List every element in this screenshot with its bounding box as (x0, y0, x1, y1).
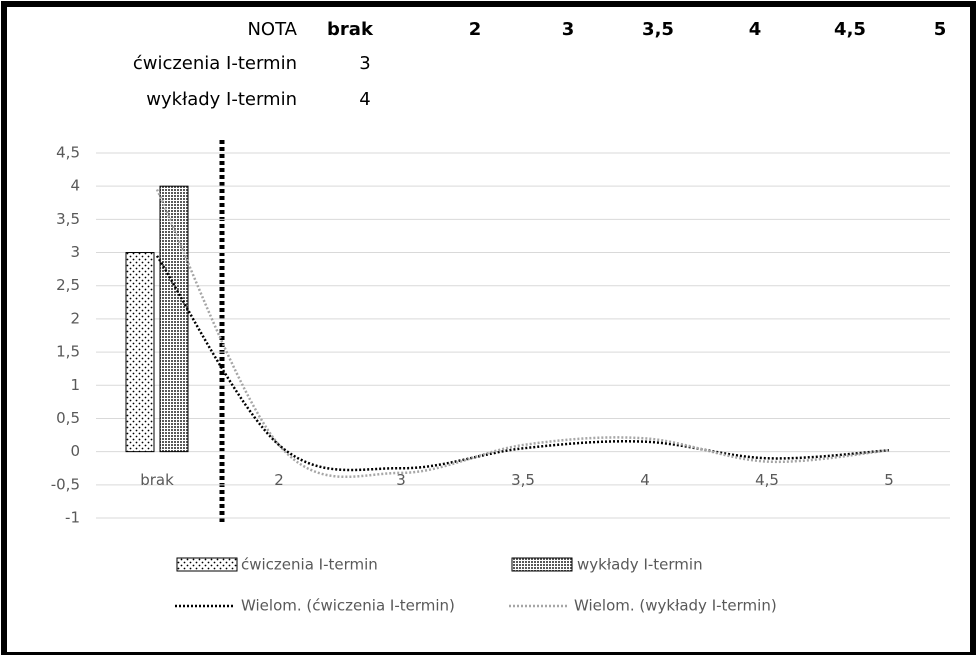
legend-label: ćwiczenia I-termin (241, 556, 378, 574)
table-header: 3,5 (642, 19, 674, 40)
legend-label: Wielom. (ćwiczenia I-termin) (241, 597, 455, 615)
x-tick-label: 2 (274, 471, 284, 489)
x-tick-label: brak (140, 471, 174, 489)
y-tick-label: 1 (70, 376, 80, 394)
x-tick-label: 4 (640, 471, 650, 489)
y-tick-label: -1 (65, 509, 80, 527)
table-cell: 3 (359, 53, 370, 74)
legend-label: wykłady I-termin (577, 556, 703, 574)
x-tick-label: 5 (884, 471, 894, 489)
legend-label: Wielom. (wykłady I-termin) (574, 597, 777, 615)
x-tick-label: 4,5 (755, 471, 779, 489)
table-cell: 4 (359, 89, 370, 110)
table-header: 4,5 (834, 19, 866, 40)
table-header: 5 (934, 19, 947, 40)
trendline (155, 255, 890, 472)
legend-swatch (511, 557, 573, 572)
y-tick-label: 1,5 (56, 343, 80, 361)
legend-swatch (176, 557, 238, 572)
table-header: 2 (469, 19, 482, 40)
y-tick-label: 4,5 (56, 144, 80, 162)
y-tick-label: 3 (70, 243, 80, 261)
y-tick-label: 2,5 (56, 276, 80, 294)
bar (125, 252, 155, 453)
trendline (155, 188, 890, 479)
y-tick-label: 0 (70, 442, 80, 460)
y-tick-label: 3,5 (56, 210, 80, 228)
table-header: NOTA (247, 19, 297, 40)
x-tick-label: 3 (396, 471, 406, 489)
table-header: 4 (749, 19, 762, 40)
table-row-label: wykłady I-termin (146, 89, 297, 110)
table-row-label: ćwiczenia I-termin (133, 53, 297, 74)
x-tick-label: 3,5 (511, 471, 535, 489)
y-tick-label: 0,5 (56, 409, 80, 427)
table-header: brak (327, 19, 374, 40)
y-tick-label: -0,5 (51, 475, 80, 493)
y-tick-label: 2 (70, 309, 80, 327)
y-tick-label: 4 (70, 177, 80, 195)
table-header: 3 (562, 19, 575, 40)
